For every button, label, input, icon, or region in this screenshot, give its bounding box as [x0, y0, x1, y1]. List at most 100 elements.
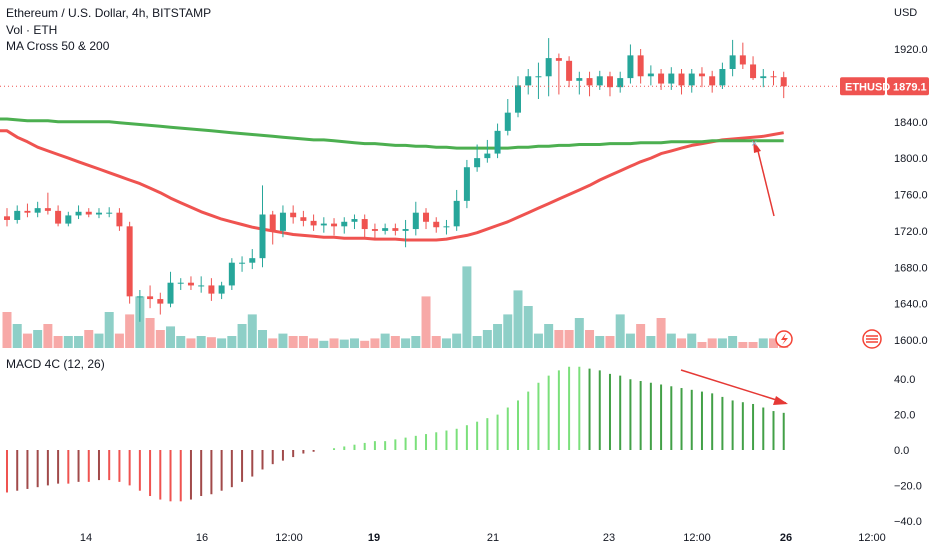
candle-body — [85, 211, 92, 215]
volume-bar — [288, 336, 298, 348]
candle-body — [34, 208, 41, 213]
time-tick: 21 — [487, 532, 499, 544]
price-arrow-head — [753, 140, 761, 153]
volume-bar — [114, 333, 124, 348]
volume-bar — [523, 306, 533, 348]
candle-body — [147, 296, 154, 300]
symbol-tag-label: ETHUSD — [845, 81, 890, 93]
volume-bar — [493, 324, 503, 348]
candle-body — [95, 212, 102, 215]
volume-bar — [769, 338, 778, 348]
volume-bar — [309, 338, 319, 348]
candle-body — [698, 73, 705, 77]
price-tick: 1840.0 — [894, 117, 928, 129]
candle-body — [525, 76, 532, 86]
candle-body — [433, 221, 440, 228]
lightning-icon — [781, 333, 788, 345]
time-axis[interactable]: 14 16 12:00 19 21 23 12:00 26 12:00 — [80, 532, 886, 544]
volume-bar — [74, 336, 84, 348]
last-price-tag — [887, 77, 929, 96]
volume-bars — [2, 266, 789, 348]
volume-bar — [636, 324, 646, 348]
ma200-line — [0, 117, 784, 150]
time-tick: 12:00 — [275, 532, 303, 544]
volume-bar — [615, 314, 625, 348]
volume-bar — [2, 312, 12, 348]
volume-bar — [22, 333, 32, 348]
candle-body — [259, 214, 266, 259]
indicator-icons — [775, 329, 882, 349]
candle-body — [535, 76, 542, 78]
price-arrow-line — [756, 146, 775, 217]
volume-bar — [574, 318, 584, 348]
volume-bar — [33, 330, 43, 348]
volume-bar — [564, 330, 574, 348]
candle-body — [157, 299, 164, 304]
macd-legend[interactable]: MACD 4C (12, 26) — [6, 357, 105, 371]
volume-bar — [503, 314, 513, 348]
candle-body — [566, 60, 573, 81]
moving-averages — [0, 117, 784, 242]
candle-body — [412, 212, 419, 230]
price-tick: 1920.0 — [894, 44, 928, 56]
volume-bar — [595, 336, 605, 348]
candle-body — [739, 55, 746, 65]
volume-bar — [43, 324, 53, 348]
ma-cross-legend[interactable]: MA Cross 50 & 200 — [6, 39, 110, 53]
candle-body — [647, 73, 654, 77]
candle-body — [14, 210, 21, 220]
volume-bar — [145, 318, 155, 348]
volume-bar — [63, 336, 73, 348]
volume-bar — [585, 330, 595, 348]
time-tick: 19 — [368, 532, 380, 544]
macd-arrow-head — [773, 396, 788, 405]
volume-bar — [421, 296, 431, 348]
volume-bar — [697, 342, 707, 348]
candle-body — [658, 73, 665, 84]
price-tick: 1600.0 — [894, 335, 928, 347]
time-tick: 16 — [196, 532, 208, 544]
volume-bar — [533, 333, 543, 348]
volume-bar — [646, 336, 656, 348]
volume-bar — [666, 333, 676, 348]
candle-body — [239, 262, 246, 264]
cross-marker: × — [751, 138, 757, 150]
candle-body — [126, 226, 133, 297]
macd-arrow-line — [680, 369, 787, 404]
volume-bar — [656, 318, 666, 348]
price-tick: 1680.0 — [894, 262, 928, 274]
candle-body — [423, 212, 430, 222]
macd-histogram — [6, 366, 785, 502]
volume-bar — [370, 338, 380, 348]
candle-body — [136, 296, 143, 298]
flag-icon-stripes — [866, 335, 878, 343]
volume-bar — [452, 333, 462, 348]
candle-body — [279, 212, 286, 231]
candle-body — [371, 229, 378, 231]
volume-bar — [738, 342, 748, 348]
candle-body — [290, 212, 297, 218]
candle-body — [341, 221, 348, 227]
volume-bar — [544, 324, 554, 348]
candle-body — [331, 223, 338, 227]
volume-bar — [206, 337, 216, 348]
volume-bar — [247, 314, 257, 348]
candle-body — [55, 210, 62, 224]
candle-body — [484, 153, 491, 159]
volume-bar — [196, 336, 206, 348]
price-axis[interactable]: USD1920.01880.01840.01800.01760.01720.01… — [840, 7, 929, 528]
candle-body — [167, 282, 174, 304]
time-tick: 23 — [603, 532, 615, 544]
volume-bar — [360, 340, 370, 348]
chart-title: Ethereum / U.S. Dollar, 4h, BITSTAMP — [6, 6, 212, 20]
candle-body — [668, 73, 675, 84]
volume-bar — [329, 338, 339, 348]
volume-legend[interactable]: Vol · ETH — [6, 23, 58, 37]
price-tick: 1640.0 — [894, 299, 928, 311]
candle-body — [750, 64, 757, 79]
price-tick: 1720.0 — [894, 226, 928, 238]
volume-bar — [687, 333, 697, 348]
candle-body — [719, 69, 726, 86]
candle-body — [586, 78, 593, 86]
